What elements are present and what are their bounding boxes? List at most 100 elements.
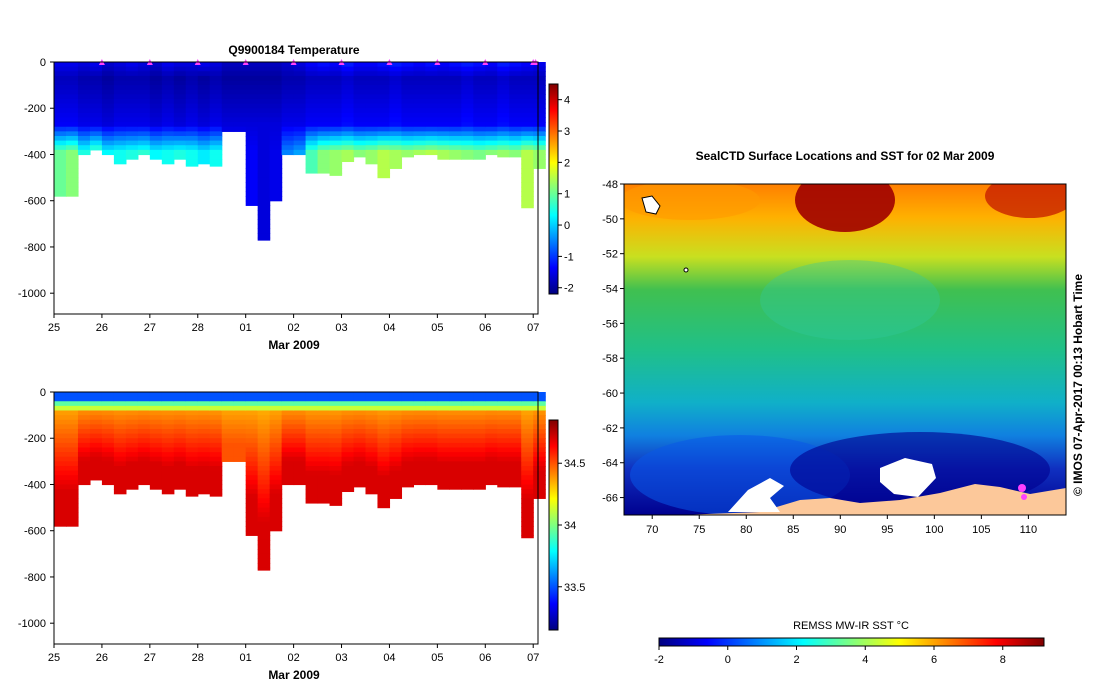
temperature-cell [113,126,127,132]
salinity-cell [521,521,534,527]
temperature-cell [137,85,151,91]
salinity-cell [449,405,462,412]
temperature-cell [233,126,247,132]
salinity-cell [65,475,79,481]
temperature-cell [425,85,438,91]
salinity-cell [245,521,259,527]
salinity-cell [149,419,163,425]
salinity-cell [113,489,127,495]
temperature-x-tick-label: 26 [96,322,108,334]
temperature-cell [209,149,223,156]
salinity-cell [209,465,223,472]
salinity-cell [329,447,343,453]
salinity-cell [54,516,67,523]
temperature-cell [233,66,247,72]
sst-colorbar-tick-label: -2 [654,654,664,666]
salinity-cell [269,516,283,523]
salinity-cell [317,428,331,435]
temperature-cell [113,75,127,82]
salinity-cell [89,410,103,416]
temperature-cell [101,145,115,151]
temperature-cell [461,89,474,95]
temperature-cell [377,159,391,165]
salinity-cell [197,489,211,495]
temperature-cell [197,71,211,77]
temperature-cell [221,66,235,72]
temperature-cell [473,122,486,128]
salinity-cell [341,447,355,453]
temperature-cell [101,75,115,82]
temperature-cell [437,94,450,100]
temperature-cell [365,66,379,72]
salinity-cell [89,428,103,435]
temperature-cell [437,126,450,132]
salinity-cell [245,419,259,425]
temperature-cell [509,94,522,100]
salinity-cell [293,401,307,407]
salinity-cell [65,392,79,398]
temperature-cell [233,117,247,123]
temperature-cell [113,154,127,160]
temperature-cell [293,131,307,137]
salinity-cell [101,470,115,476]
salinity-cell [245,424,259,430]
temperature-cell [269,103,283,109]
temperature-cell [257,71,271,77]
temperature-cell [377,140,391,146]
temperature-cell [125,140,139,146]
temperature-cell [281,112,295,119]
salinity-cell [137,470,151,476]
temperature-cell [65,117,79,123]
salinity-cell [353,452,367,458]
salinity-cell [341,470,355,476]
temperature-cell [77,117,91,123]
salinity-cell [161,428,175,435]
salinity-cell [389,479,403,486]
temperature-cell [185,89,199,95]
salinity-cell [521,479,534,486]
salinity-cell [305,438,319,444]
temperature-cell [365,75,379,82]
temperature-cell [113,98,127,105]
temperature-cell [173,80,187,86]
temperature-cell [305,140,319,146]
temperature-cell [485,122,498,128]
salinity-cell [77,415,91,421]
salinity-cell [413,424,426,430]
temperature-cell [449,131,462,137]
salinity-cell [281,428,295,435]
temperature-cell [377,66,391,72]
salinity-cell [473,447,486,453]
salinity-cell [353,442,367,449]
salinity-cell [54,396,67,402]
salinity-cell [125,419,139,425]
temperature-cell [89,89,103,95]
salinity-cell [65,452,79,458]
salinity-cell [173,438,187,444]
temperature-cell [245,149,259,156]
temperature-cell [329,80,343,86]
temperature-cell [257,122,271,128]
salinity-cell [221,405,235,412]
temperature-cell [281,66,295,72]
temperature-cell [65,98,79,105]
salinity-cell [329,424,343,430]
sst-colorbar-tick-label: 8 [1000,654,1006,666]
salinity-cell [305,405,319,412]
salinity-cell [257,392,271,398]
temperature-cell [54,103,67,109]
salinity-cell [54,410,67,416]
salinity-cell [77,401,91,407]
salinity-cell [149,442,163,449]
salinity-cell [197,442,211,449]
temperature-cell [365,71,379,77]
temperature-cell [413,66,426,72]
salinity-cell [377,447,391,453]
temperature-cell [65,159,79,165]
salinity-cell [377,502,391,509]
temperature-cell [389,135,403,142]
salinity-cell [197,456,211,462]
salinity-cell [209,493,223,497]
salinity-cell [449,392,462,398]
salinity-cell [257,479,271,486]
